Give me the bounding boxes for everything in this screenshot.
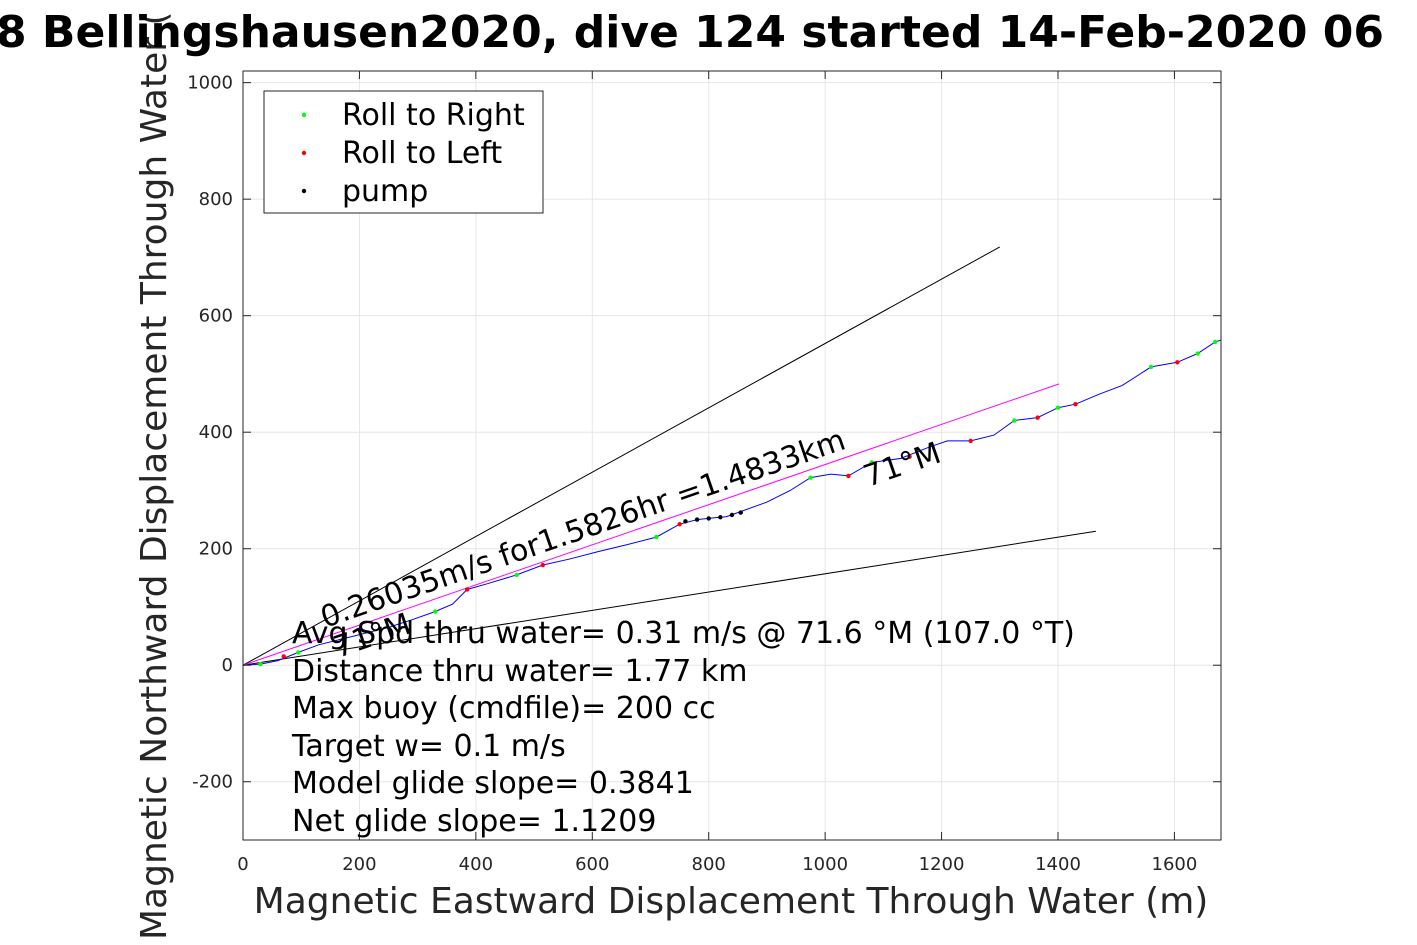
stat-model-glide: Model glide slope= 0.3841 [292, 766, 694, 801]
x-tick-label: 0 [237, 854, 248, 875]
x-tick-label: 1600 [1152, 854, 1198, 875]
stat-avg-speed: Avg Spd thru water= 0.31 m/s @ 71.6 °M (… [292, 616, 1075, 651]
roll-left-point [1073, 402, 1078, 407]
legend-marker-roll-left [301, 150, 307, 156]
legend-marker-pump [301, 188, 307, 194]
roll-right-point [1012, 418, 1017, 423]
legend-marker-roll-right [301, 112, 307, 118]
legend-label-roll-left: Roll to Left [342, 136, 502, 171]
roll-left-point [281, 654, 286, 659]
legend-box [263, 90, 544, 214]
x-tick-label: 400 [459, 854, 493, 875]
y-tick-label: -200 [192, 772, 233, 793]
roll-right-point [808, 475, 813, 480]
roll-right-point [1212, 339, 1218, 345]
roll-right-point [654, 534, 659, 540]
pump-point [683, 519, 688, 524]
bearing-lines [243, 246, 1096, 666]
roll-right-point [514, 572, 519, 578]
x-axis-label: Magnetic Eastward Displacement Through W… [254, 881, 1209, 922]
legend-label-roll-right: Roll to Right [342, 98, 525, 133]
x-tick-label: 1000 [802, 854, 848, 875]
stat-distance: Distance thru water= 1.77 km [292, 654, 747, 689]
bearing-line [243, 383, 1060, 666]
y-tick-label: 0 [222, 655, 233, 676]
y-tick-label: 1000 [187, 73, 233, 94]
pump-point [706, 516, 711, 521]
roll-right-point [1195, 351, 1200, 356]
roll-left-point [968, 438, 973, 444]
chart-title: 8 Bellingshausen2020, dive 124 started 1… [0, 7, 1384, 58]
pump-point [694, 517, 700, 522]
roll-right-point [258, 661, 263, 667]
axis-ticks: 0 200 400 600 800 1000 1200 1400 1600 -200 0 200 400… [187, 71, 1221, 875]
y-tick-label: 400 [199, 422, 233, 443]
x-tick-label: 600 [575, 854, 609, 875]
stat-max-buoy: Max buoy (cmdfile)= 200 cc [292, 691, 716, 726]
y-tick-label: 800 [199, 189, 233, 210]
roll-left-point [846, 473, 851, 479]
roll-right-point [432, 609, 438, 614]
y-tick-label: 200 [199, 539, 233, 560]
legend-label-pump: pump [342, 174, 428, 209]
y-axis-label: Magnetic Northward Displacement Through … [134, 11, 175, 940]
stat-target-w: Target w= 0.1 m/s [291, 729, 566, 764]
stats-block: Avg Spd thru water= 0.31 m/s @ 71.6 °M (… [291, 616, 1075, 839]
roll-right-point [869, 460, 874, 465]
pump-point [729, 512, 735, 518]
roll-right-point [1055, 405, 1061, 410]
roll-right-point [1148, 364, 1154, 370]
legend: Roll to Right Roll to Left pump [263, 90, 544, 214]
x-tick-label: 200 [342, 854, 376, 875]
roll-left-point [1035, 415, 1040, 420]
x-tick-label: 800 [692, 854, 726, 875]
x-tick-label: 1400 [1035, 854, 1081, 875]
stat-net-glide: Net glide slope= 1.1209 [292, 804, 656, 839]
roll-left-point [1175, 360, 1180, 365]
plot-frame [242, 70, 1222, 841]
y-tick-label: 600 [199, 306, 233, 327]
roll-left-point [907, 454, 912, 459]
bearing-line [243, 530, 1096, 666]
roll-left-point [540, 562, 546, 568]
x-tick-label: 1200 [919, 854, 965, 875]
pump-point [718, 515, 723, 520]
roll-right-point [296, 650, 301, 655]
bearing-line [243, 246, 1001, 666]
pump-point [738, 510, 743, 515]
markers [258, 339, 1218, 667]
roll-left-point [464, 587, 470, 592]
roll-left-point [677, 522, 682, 527]
